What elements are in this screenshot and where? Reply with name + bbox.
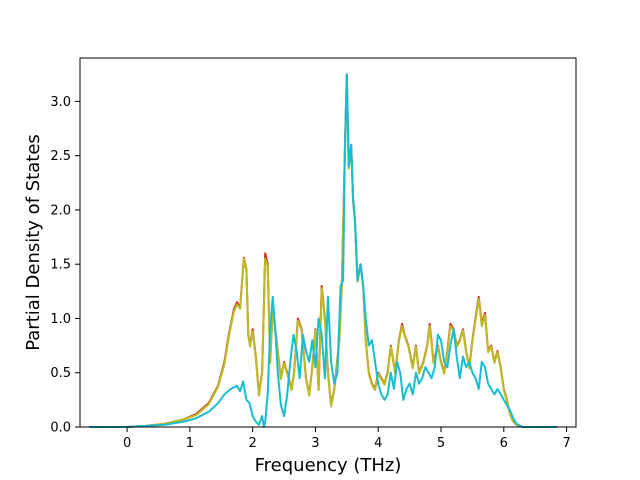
plot-frame: [79, 57, 577, 428]
x-tick-label: 5: [437, 436, 445, 451]
y-axis-label: Partial Density of States: [23, 134, 44, 351]
x-axis: 0 1 2 3 4 5 6 7: [123, 427, 571, 451]
series-line-1: [89, 74, 558, 428]
x-tick-label: 3: [311, 436, 319, 451]
series-line-2: [89, 73, 558, 428]
x-tick-label: 4: [374, 436, 382, 451]
y-axis: 0.0 0.5 1.0 1.5 2.0 2.5 3.0: [50, 95, 80, 436]
x-tick-label: 0: [123, 436, 131, 451]
x-tick-label: 2: [249, 436, 257, 451]
x-axis-label: Frequency (THz): [255, 455, 402, 476]
y-tick-label: 0.5: [50, 366, 71, 381]
y-tick-label: 2.0: [50, 203, 71, 218]
x-tick-label: 7: [562, 436, 570, 451]
x-tick-label: 6: [500, 436, 508, 451]
y-tick-label: 2.5: [50, 149, 71, 164]
x-tick-label: 1: [186, 436, 194, 451]
y-tick-label: 1.5: [50, 258, 71, 273]
y-tick-label: 3.0: [50, 95, 71, 110]
y-tick-label: 1.0: [50, 312, 71, 327]
y-tick-label: 0.0: [50, 421, 71, 436]
series-layer: [89, 73, 558, 428]
